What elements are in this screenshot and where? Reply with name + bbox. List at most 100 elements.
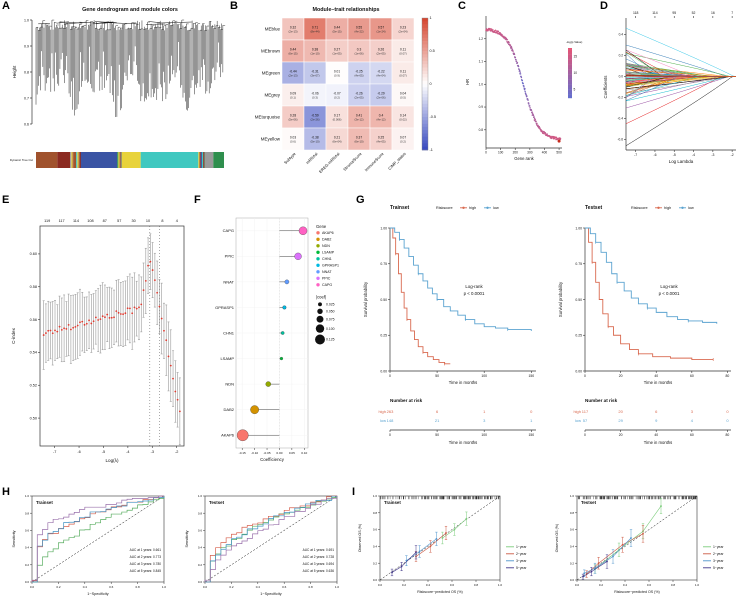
svg-text:high: high [469, 206, 476, 210]
svg-text:Riskscore: Riskscore [436, 206, 453, 210]
svg-text:-0.26: -0.26 [355, 91, 362, 95]
svg-text:0: 0 [389, 374, 391, 378]
svg-text:95: 95 [672, 11, 676, 15]
svg-text:Number at risk: Number at risk [585, 398, 618, 403]
svg-text:-7: -7 [53, 450, 56, 454]
svg-text:0.60: 0.60 [30, 252, 37, 256]
svg-text:0.10: 0.10 [301, 451, 307, 455]
svg-text:0.44: 0.44 [334, 25, 340, 29]
svg-text:0.38: 0.38 [312, 47, 318, 51]
svg-text:0: 0 [485, 151, 487, 155]
svg-text:low: low [575, 418, 581, 423]
svg-text:(2e-26): (2e-26) [310, 118, 319, 122]
svg-text:0.6: 0.6 [109, 585, 114, 589]
svg-text:(1e-06): (1e-06) [354, 52, 363, 56]
svg-text:Survival probability: Survival probability [363, 281, 368, 317]
svg-text:GPRASP1: GPRASP1 [322, 264, 339, 268]
svg-text:0.0: 0.0 [203, 585, 208, 589]
svg-text:-3: -3 [711, 153, 714, 157]
svg-text:40: 40 [654, 374, 658, 378]
svg-text:1.0: 1.0 [335, 585, 340, 589]
svg-text:3: 3 [691, 409, 694, 414]
svg-text:20: 20 [619, 433, 623, 437]
svg-text:0.55: 0.55 [356, 25, 362, 29]
svg-text:-5: -5 [673, 153, 676, 157]
svg-text:0.6: 0.6 [373, 528, 378, 532]
svg-text:117: 117 [582, 409, 589, 414]
svg-text:0.37: 0.37 [356, 135, 362, 139]
svg-text:0.09: 0.09 [290, 91, 296, 95]
panel-G: Trainset Riskscore high low 0.00 0.25 0.50 0.75… [354, 196, 744, 486]
svg-text:(0.2): (0.2) [334, 96, 340, 100]
svg-text:-0.4: -0.4 [618, 117, 624, 121]
svg-text:0.4: 0.4 [623, 583, 628, 587]
svg-text:-0.6: -0.6 [618, 138, 624, 142]
svg-text:-0.07: -0.07 [333, 91, 340, 95]
svg-text:(1e-24): (1e-24) [376, 30, 385, 34]
svg-text:0.75: 0.75 [380, 262, 387, 266]
panel-label-A: A [2, 0, 10, 12]
svg-text:Coefficients: Coefficients [603, 75, 608, 99]
svg-text:0.07: 0.07 [400, 135, 406, 139]
svg-text:MEyellow: MEyellow [261, 137, 281, 142]
svg-text:0.00: 0.00 [575, 369, 582, 373]
svg-text:100: 100 [481, 433, 487, 437]
svg-text:AKAP6: AKAP6 [221, 433, 235, 438]
svg-text:-0.5: -0.5 [430, 115, 437, 119]
svg-text:1−Specificity: 1−Specificity [260, 592, 282, 596]
svg-text:0.6: 0.6 [450, 583, 455, 587]
svg-text:high: high [664, 206, 671, 210]
svg-text:0.2: 0.2 [599, 583, 604, 587]
panel-H: Trainset 0.0 0.0 0.2 0.2 0.4 0.4 0.6 0.6 0.8 0.8 1.… [4, 488, 350, 610]
svg-text:Trainset: Trainset [390, 205, 410, 211]
svg-text:0.8: 0.8 [25, 511, 30, 515]
svg-text:0.8: 0.8 [570, 511, 575, 515]
svg-text:0.0: 0.0 [198, 580, 203, 584]
svg-text:0.54: 0.54 [30, 351, 37, 355]
svg-text:(2e-04): (2e-04) [398, 30, 407, 34]
svg-text:Module–trait relationships: Module–trait relationships [312, 7, 379, 13]
svg-text:0.125: 0.125 [326, 338, 335, 342]
panel-A-svg: Gene dendrogram and module colors 0.6 0.7 0… [10, 7, 226, 168]
panel-F-svg: -0.15 -0.10 -0.05 0.00 0.05 0.10 CAPG PPIC NNAT G… [215, 217, 339, 462]
svg-text:-0.06: -0.06 [311, 91, 318, 95]
svg-text:-2: -2 [731, 153, 734, 157]
svg-text:21: 21 [435, 418, 440, 423]
svg-text:0.52: 0.52 [30, 384, 37, 388]
svg-text:87: 87 [103, 219, 107, 223]
svg-text:(6e-04): (6e-04) [332, 140, 341, 144]
svg-text:0.6: 0.6 [570, 528, 575, 532]
panel-label-D: D [600, 0, 608, 12]
svg-text:0.00: 0.00 [380, 369, 387, 373]
svg-text:Subtype: Subtype [283, 151, 297, 165]
svg-text:1.0: 1.0 [570, 494, 575, 498]
svg-text:148: 148 [387, 418, 394, 423]
svg-text:0.26: 0.26 [378, 47, 384, 51]
svg-text:DAB2: DAB2 [322, 238, 331, 242]
svg-text:0.71: 0.71 [312, 25, 318, 29]
svg-text:C-index: C-index [11, 327, 16, 344]
svg-text:0.075: 0.075 [326, 317, 335, 321]
svg-text:30: 30 [131, 219, 135, 223]
svg-text:AKAP6: AKAP6 [322, 231, 334, 235]
svg-text:1−Specificity: 1−Specificity [87, 592, 109, 596]
svg-text:MEgrey: MEgrey [264, 93, 280, 98]
svg-text:(0.006): (0.006) [333, 118, 342, 122]
svg-text:0.8: 0.8 [474, 583, 479, 587]
svg-text:MEblue: MEblue [265, 27, 281, 32]
svg-text:Number at risk: Number at risk [390, 398, 423, 403]
svg-text:(1e-05): (1e-05) [332, 52, 341, 56]
svg-text:0.11: 0.11 [400, 47, 406, 51]
svg-text:1.0: 1.0 [498, 583, 503, 587]
svg-text:0.21: 0.21 [334, 135, 340, 139]
svg-text:400: 400 [542, 151, 548, 155]
svg-text:1.0: 1.0 [198, 494, 203, 498]
svg-text:150: 150 [528, 433, 534, 437]
svg-text:Log(λ): Log(λ) [105, 458, 118, 463]
svg-text:high: high [573, 409, 581, 414]
svg-text:1−year: 1−year [516, 545, 527, 549]
svg-text:AUC at 3 years: 0.780: AUC at 3 years: 0.780 [130, 562, 162, 566]
svg-text:0: 0 [726, 418, 729, 423]
panel-E: 119 117 114 108 87 57 30 10 8 4 -7 -6 -5 -4 -3 -2 0.50 0.… [4, 196, 194, 486]
svg-text:0.04: 0.04 [400, 91, 406, 95]
